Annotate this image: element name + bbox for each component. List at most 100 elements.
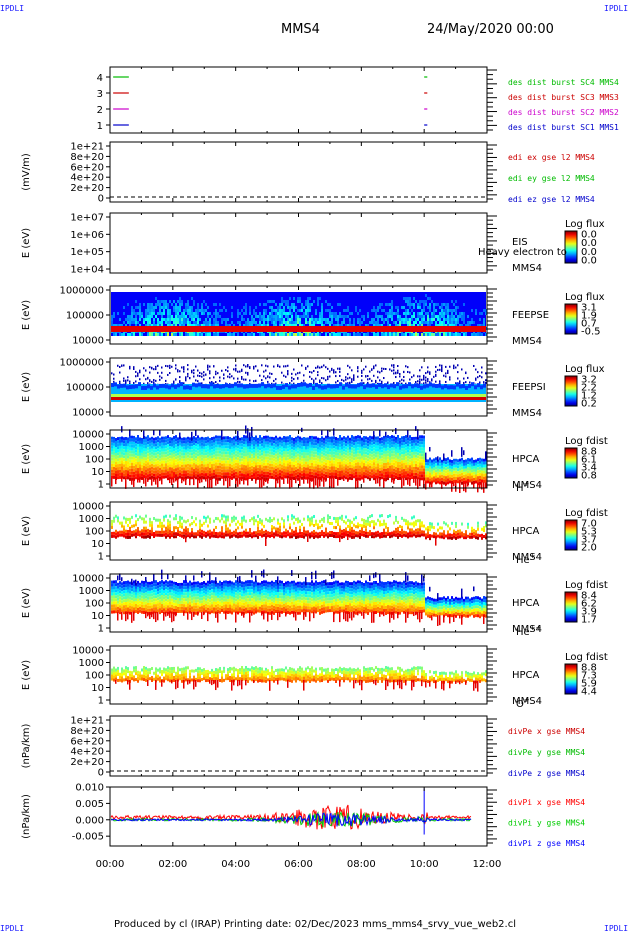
spec-cell [321,439,323,443]
spec-spike [473,482,475,489]
spec-cell [213,472,215,476]
spec-cell [420,385,423,390]
spec-cell [325,438,327,442]
spec-cell [443,481,445,485]
spec-cell [385,468,387,472]
spec-cell [421,315,423,318]
spec-cell [167,315,169,318]
spec-cell [287,318,289,321]
spec-cell [223,451,225,455]
spec-cell [245,438,247,442]
spec-cell [119,475,121,479]
spec-cell [427,459,429,463]
spec-cell [349,461,351,465]
spec-dot [475,368,477,371]
spec-cell [255,435,257,439]
spec-cell [313,466,315,470]
spec-cell [459,333,461,336]
spec-cell [145,454,147,458]
spec-cell [373,444,375,448]
spec-cell [235,441,237,445]
spec-cell [391,309,393,312]
spec-cell [197,435,199,439]
spec-dot [171,365,173,368]
spec-cell [355,462,357,466]
spec-cell [335,464,337,468]
spec-cell [303,452,305,456]
spec-cell [421,447,423,451]
spec-spike [315,478,317,486]
spec-cell [355,474,357,478]
spec-cell [335,443,337,447]
spec-cell [243,474,245,478]
spec-cell [227,472,229,476]
spec-cell [331,460,333,464]
spec-cell [177,476,179,480]
spec-cell [167,471,169,475]
spec-dot [439,364,441,367]
spec-cell [167,306,169,309]
spec-cell [329,436,331,440]
spec-cell [123,467,125,471]
y-tick-label: 1 [98,480,104,491]
spec-dot [209,372,211,375]
spec-cell [223,466,225,470]
spec-cell [477,333,479,336]
spec-cell [393,456,395,460]
spec-cell [159,446,161,450]
spec-cell [313,439,315,443]
spec-cell [373,333,375,336]
spec-spike [261,478,263,488]
spec-cell [363,439,365,443]
spec-cell [167,459,169,463]
spec-cell [275,309,277,312]
spec-cell [135,324,137,327]
spec-spike [485,451,487,460]
spec-cell [315,463,317,467]
spec-cell [243,333,245,336]
spec-cell [205,321,207,324]
spec-cell [483,458,485,462]
spec-dot [287,372,289,375]
spec-cell [427,477,429,481]
spec-cell [297,477,299,481]
spec-cell [235,465,237,469]
spec-cell [204,384,207,389]
spec-cell [173,306,175,309]
spec-cell [383,321,385,324]
spec-cell [163,445,165,449]
spec-cell [335,312,337,315]
spec-cell [211,446,213,450]
spec-cell [465,385,468,390]
spec-cell [229,454,231,458]
spec-cell [414,383,417,388]
spec-cell [305,309,307,312]
spec-cell [161,451,163,455]
spec-cell [199,464,201,468]
spec-dot [385,367,387,370]
spec-cell [361,315,363,318]
spec-cell [451,465,453,469]
spec-cell [257,467,259,471]
spec-cell [393,444,395,448]
spec-spike [139,478,141,483]
spec-cell [315,312,317,315]
spec-cell [127,443,129,447]
spec-cell [252,383,255,388]
spec-cell [185,455,187,459]
spec-cell [357,459,359,463]
spec-cell [285,442,287,446]
spec-cell [405,318,407,321]
spec-cell [455,461,457,465]
spec-spike [191,431,193,441]
spec-cell [457,315,459,318]
spec-cell [249,309,251,312]
spec-dot [145,369,147,372]
spec-cell [117,455,119,459]
spec-cell [409,468,411,472]
spec-cell [375,466,377,470]
spec-cell [397,315,399,318]
spec-cell [333,466,335,470]
spec-cell [237,312,239,315]
spec-cell [381,443,383,447]
